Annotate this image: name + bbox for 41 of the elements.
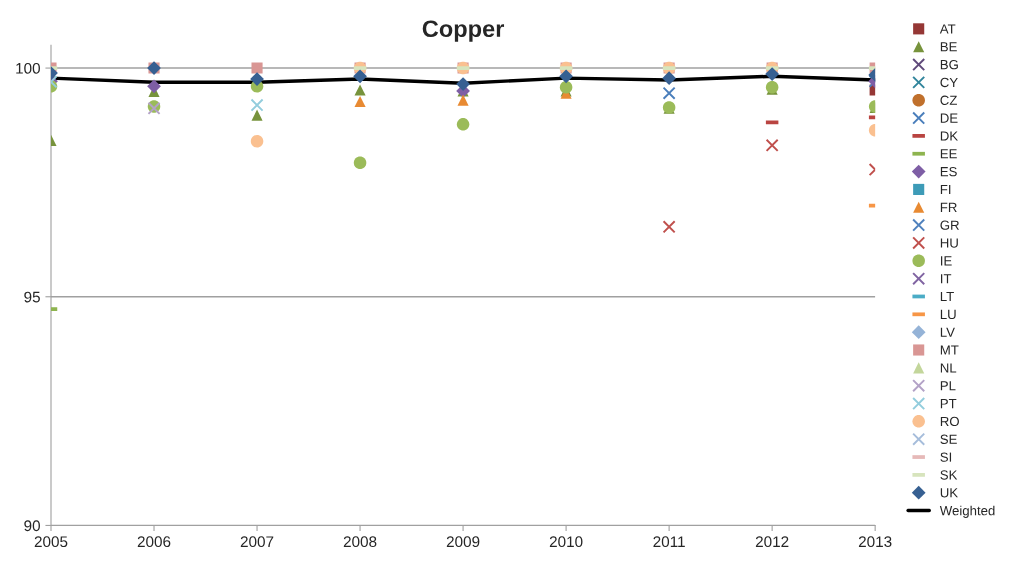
- legend-label: SK: [940, 470, 958, 480]
- x-tick-label: 2010: [549, 536, 583, 548]
- legend-label: PT: [940, 399, 957, 409]
- chart-title: Copper: [422, 20, 505, 42]
- legend-label: LV: [940, 327, 955, 337]
- legend-label: EE: [940, 149, 957, 159]
- legend-label: BE: [940, 42, 957, 52]
- legend-label: DK: [940, 131, 958, 141]
- x-tick-label: 2009: [446, 536, 480, 548]
- x-tick-label: 2011: [653, 536, 685, 548]
- x-tick-label: 2007: [240, 536, 274, 548]
- legend-label: LU: [940, 309, 956, 320]
- legend-label: LT: [940, 292, 954, 302]
- legend-label: DE: [940, 113, 958, 123]
- legend-label: FR: [940, 202, 957, 212]
- legend-label: Weighted: [939, 505, 995, 518]
- legend-label: FI: [940, 184, 951, 195]
- legend-label: SE: [940, 434, 957, 444]
- legend-label: GR: [940, 220, 959, 230]
- legend-label: AT: [939, 24, 956, 34]
- legend-label: CZ: [940, 95, 957, 105]
- legend-label: RO: [940, 416, 959, 427]
- x-tick-label: 2006: [137, 536, 171, 548]
- legend-label: IE: [941, 256, 952, 266]
- legend-label: UK: [940, 488, 958, 498]
- x-tick-label: 2012: [755, 536, 789, 548]
- legend-label: MT: [940, 345, 959, 355]
- legend-label: PL: [940, 381, 956, 391]
- x-tick-label: 2008: [343, 536, 377, 548]
- x-tick-label: 2005: [34, 536, 68, 548]
- legend-label: BG: [940, 59, 958, 70]
- legend-label: CY: [940, 77, 958, 88]
- y-tick-label: 90: [24, 520, 40, 532]
- legend-label: IT: [941, 274, 952, 284]
- x-tick-label: 2013: [858, 536, 892, 548]
- legend-label: HU: [940, 238, 958, 248]
- legend-label: ES: [940, 166, 957, 177]
- y-tick-label: 95: [24, 291, 40, 303]
- y-tick-label: 100: [16, 62, 40, 74]
- legend-label: SI: [940, 452, 952, 462]
- legend-label: NL: [940, 363, 957, 373]
